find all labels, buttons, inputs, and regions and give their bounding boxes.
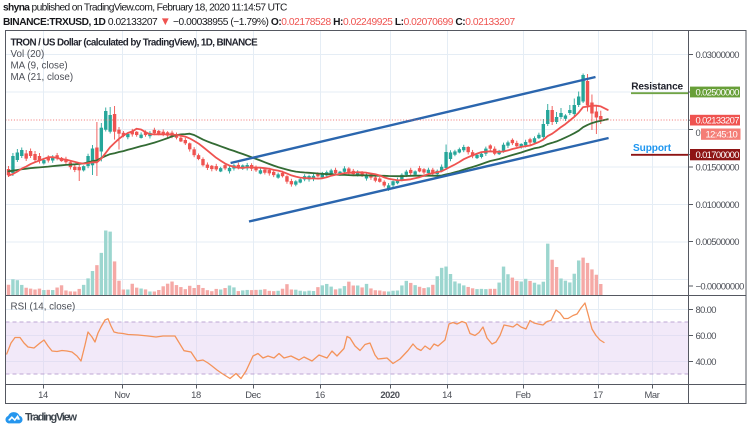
svg-text:BINANCE:TRXUSD, 1D 0.02133207: BINANCE:TRXUSD, 1D 0.02133207 ▼ −0.00038… xyxy=(3,16,515,28)
svg-text:Mar: Mar xyxy=(645,389,660,400)
svg-text:2020: 2020 xyxy=(380,389,399,400)
svg-text:Nov: Nov xyxy=(114,389,130,400)
svg-text:14: 14 xyxy=(38,389,48,400)
svg-text:0.01500000: 0.01500000 xyxy=(696,161,740,172)
svg-text:TRON / US Dollar (calculated b: TRON / US Dollar (calculated by TradingV… xyxy=(11,38,259,49)
svg-text:Vol (20): Vol (20) xyxy=(11,49,45,60)
svg-text:40.00: 40.00 xyxy=(696,356,717,367)
svg-text:16: 16 xyxy=(315,389,325,400)
svg-text:0.01700000: 0.01700000 xyxy=(696,149,740,160)
svg-text:MA (9, close): MA (9, close) xyxy=(11,61,68,72)
svg-text:shyna published on TradingView: shyna published on TradingView.com, Febr… xyxy=(3,3,287,14)
svg-text:14: 14 xyxy=(442,389,452,400)
svg-text:80.00: 80.00 xyxy=(696,304,717,315)
svg-text:17: 17 xyxy=(593,389,603,400)
svg-text:Dec: Dec xyxy=(245,389,261,400)
svg-text:Support: Support xyxy=(633,143,672,154)
svg-text:18: 18 xyxy=(191,389,201,400)
svg-text:Feb: Feb xyxy=(516,389,531,400)
svg-text:0.03000000: 0.03000000 xyxy=(696,49,740,60)
svg-text:12:45:10: 12:45:10 xyxy=(706,128,738,139)
svg-text:60.00: 60.00 xyxy=(696,330,717,341)
svg-text:RSI (14, close): RSI (14, close) xyxy=(11,302,76,313)
svg-text:MA (21, close): MA (21, close) xyxy=(11,72,74,83)
svg-text:TradingView: TradingView xyxy=(25,412,78,424)
svg-text:0.02500000: 0.02500000 xyxy=(696,86,740,97)
svg-text:0.02133207: 0.02133207 xyxy=(696,115,740,126)
svg-text:−0.00000000: −0.00000000 xyxy=(696,280,745,291)
svg-text:0.01000000: 0.01000000 xyxy=(696,199,740,210)
svg-text:Resistance: Resistance xyxy=(631,82,683,93)
svg-text:0.00500000: 0.00500000 xyxy=(696,236,740,247)
